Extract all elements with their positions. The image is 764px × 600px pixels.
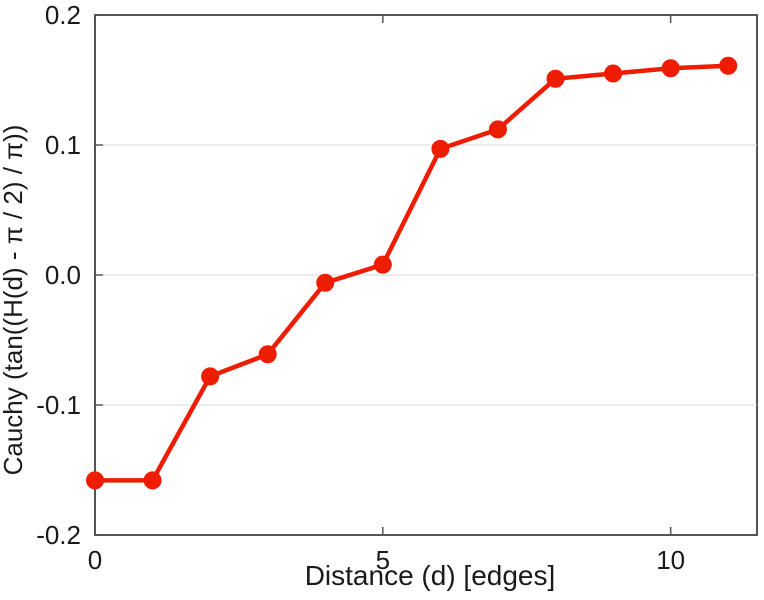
data-point-d4[interactable] bbox=[317, 274, 334, 291]
y-tick-label--0.1: -0.1 bbox=[36, 390, 81, 420]
y-tick-label-0.2: 0.2 bbox=[45, 0, 81, 30]
data-point-d11[interactable] bbox=[720, 57, 737, 74]
x-tick-label-0: 0 bbox=[88, 545, 102, 575]
data-point-d9[interactable] bbox=[605, 65, 622, 82]
y-axis-title: Cauchy (tan((H(d) - π / 2) / π)) bbox=[0, 125, 28, 476]
line-chart-svg: -0.2-0.10.00.10.20 5 10 Distance (d) [edge… bbox=[0, 0, 764, 600]
chart-container: -0.2 -0.1 0.0 0.1 0.2 0 5 10 Distance (d) [edge… bbox=[0, 0, 764, 600]
data-point-d7[interactable] bbox=[489, 121, 506, 138]
chart-background bbox=[0, 0, 764, 600]
data-point-d6[interactable] bbox=[432, 140, 449, 157]
x-axis-title: Distance (d) [edges] bbox=[305, 560, 556, 591]
data-point-d3[interactable] bbox=[259, 346, 276, 363]
data-point-d0[interactable] bbox=[87, 472, 104, 489]
y-tick-label-0: 0.0 bbox=[45, 260, 81, 290]
data-point-d1[interactable] bbox=[144, 472, 161, 489]
data-point-d2[interactable] bbox=[202, 368, 219, 385]
data-point-d8[interactable] bbox=[547, 70, 564, 87]
y-tick-label--0.2: -0.2 bbox=[36, 520, 81, 550]
data-point-d10[interactable] bbox=[662, 60, 679, 77]
y-tick-label-0.1: 0.1 bbox=[45, 130, 81, 160]
data-point-d5[interactable] bbox=[374, 256, 391, 273]
x-tick-label-10: 10 bbox=[656, 545, 685, 575]
